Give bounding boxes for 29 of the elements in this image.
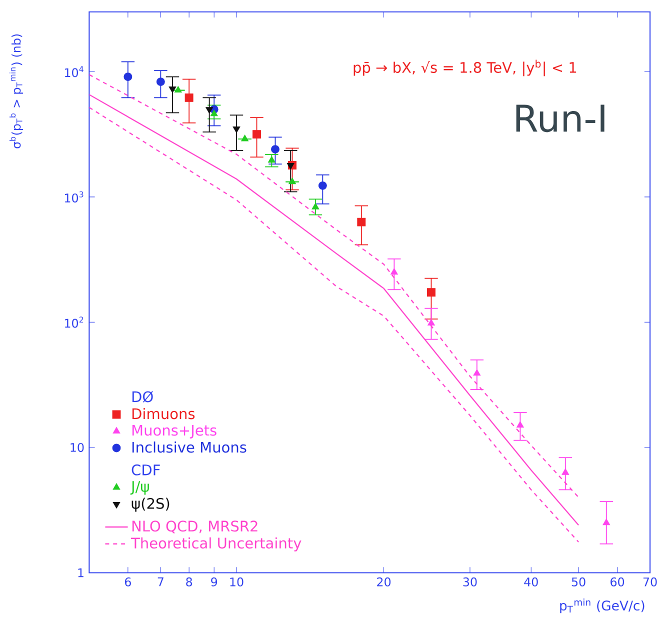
legend-label: Muons+Jets [132,424,216,438]
x-tick-label: 50 [572,577,586,586]
x-axis-title: p$_{T}$$^{min}$ (GeV/c) [560,598,644,614]
legend-label: Theoretical Uncertainty [130,537,302,552]
x-tick-label: 20 [377,577,391,586]
text: σ$^{b}$(p$_{T}$$^{b}$ > p$_{T}$$^{min}$) (nb) [9,34,24,148]
text: pp̄ → bX, √s = 1.8 TeV, |y$^{b}$| < 1 [354,60,576,76]
x-tick-label: 30 [463,577,477,586]
y-tick-label: 10$^{3}$ [64,191,84,202]
x-tick-label: 60 [610,577,624,586]
x-tick-label: 6 [124,577,131,586]
y-tick-label: 1 [78,568,84,578]
legend-label: Dimuons [132,408,195,420]
annotation: DØ [132,390,153,402]
legend-label: ψ(2S) [132,498,170,512]
y-tick-label: 10$^{4}$ [64,66,84,78]
x-tick-label: 7 [158,577,164,586]
legend-label: J/ψ [130,481,149,495]
y-tick-label: 10 [70,442,84,452]
x-tick-label: 10 [230,577,244,586]
x-tick-label: 40 [524,577,538,586]
legend-label: NLO QCD, MRSR2 [132,520,258,534]
annotation: Run-I [516,104,604,132]
x-tick-label: 70 [643,577,657,586]
x-tick-label: 8 [186,577,192,586]
y-tick-label: 10$^{2}$ [64,316,84,328]
annotation: CDF [132,464,160,476]
legend-label: Inclusive Muons [132,441,246,453]
x-tick-label: 9 [211,577,218,586]
